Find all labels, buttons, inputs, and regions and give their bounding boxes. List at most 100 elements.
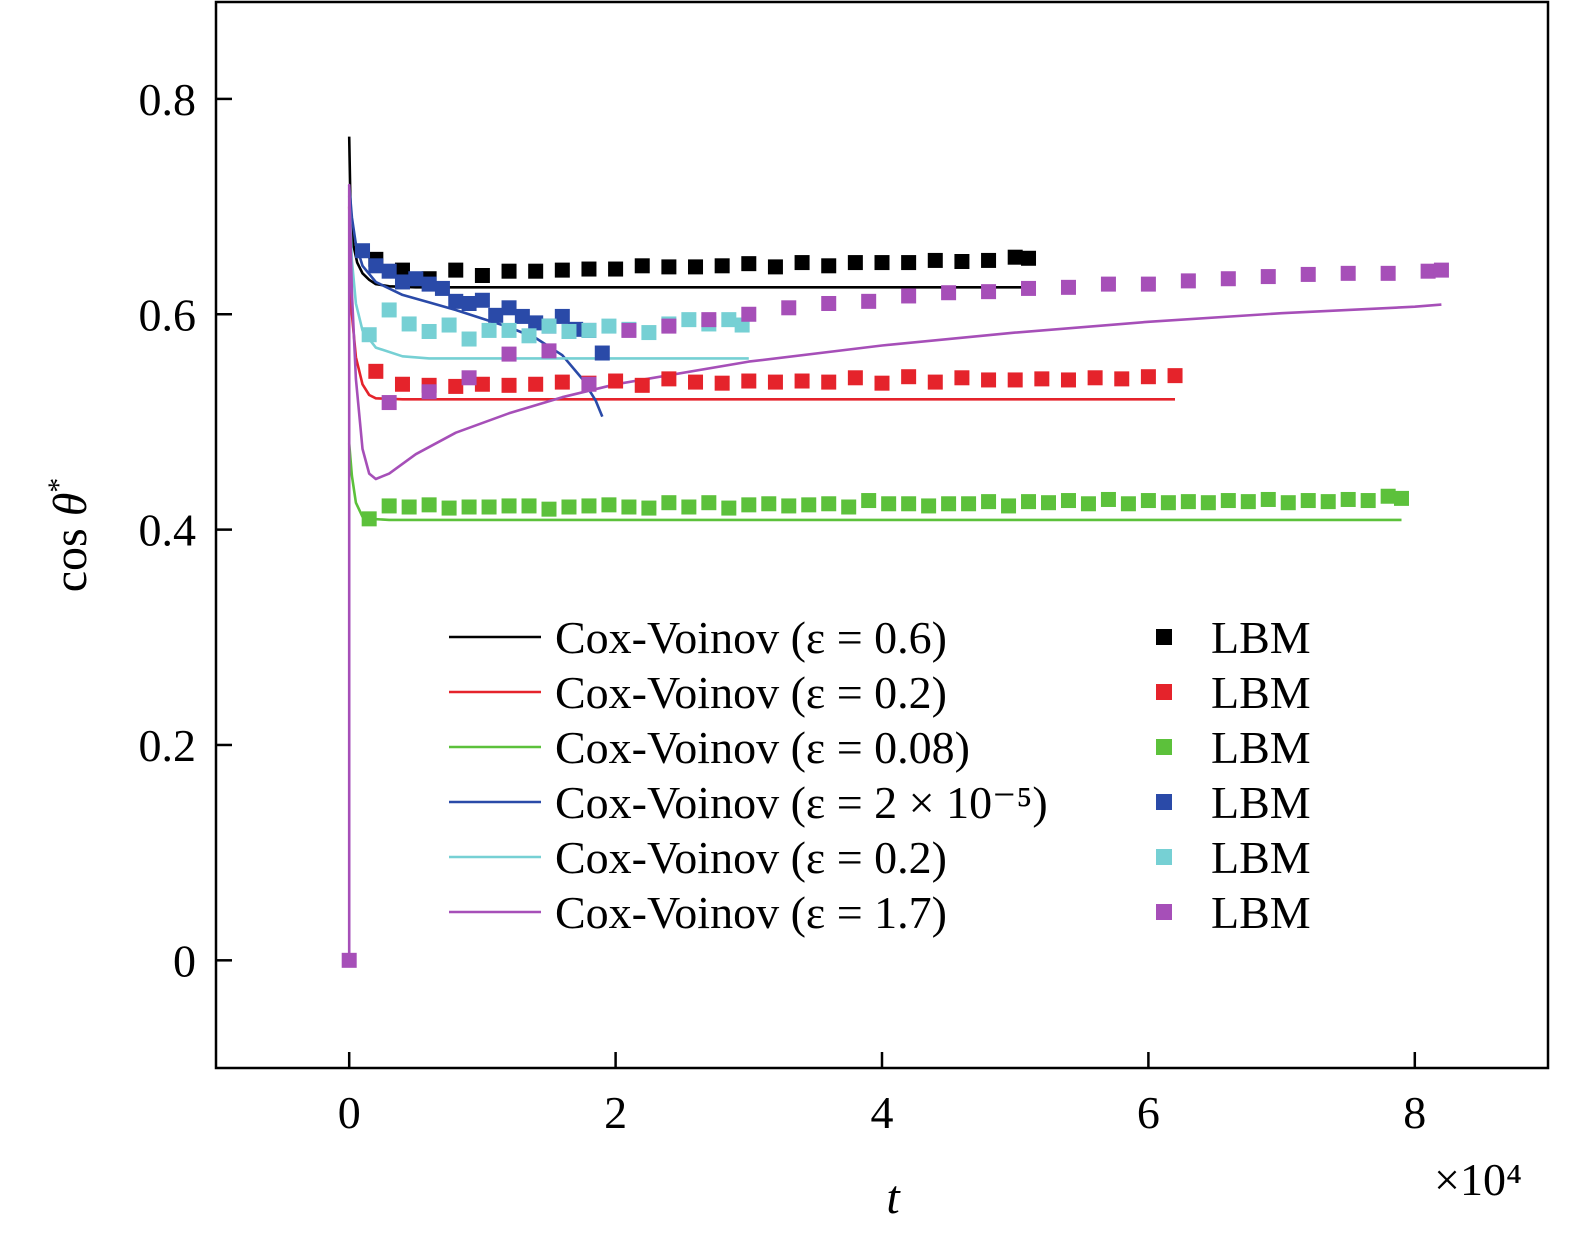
series-1-marker (474, 267, 490, 283)
series-3-marker (521, 498, 537, 514)
series-5-marker (381, 302, 397, 318)
series-6-marker (741, 306, 757, 322)
series-2-marker (501, 377, 517, 393)
x-axis-ticks: 0 2 4 6 8 (338, 1052, 1426, 1138)
series-5-marker (361, 327, 377, 343)
series-2-marker (714, 375, 730, 391)
series-1-marker (528, 263, 544, 279)
series-5-marker (561, 323, 577, 339)
series-line-3 (347, 443, 1402, 522)
series-1-marker (927, 252, 943, 268)
legend-marker-swatch (1156, 904, 1172, 920)
legend-marker-label: LBM (1211, 722, 1311, 773)
series-3-marker (621, 499, 637, 515)
series-3-marker (901, 496, 917, 512)
series-4-marker (355, 243, 371, 259)
series-6-marker (541, 343, 557, 359)
series-3-marker (781, 498, 797, 514)
series-1-marker (394, 262, 410, 278)
series-3-marker (761, 496, 777, 512)
series-3-marker (1200, 495, 1216, 511)
series-6-marker (1340, 265, 1356, 281)
series-3-marker (361, 511, 377, 527)
series-1-marker (608, 261, 624, 277)
series-1-marker (741, 256, 757, 272)
series-5-marker (481, 322, 497, 338)
series-3-marker (981, 494, 997, 510)
series-3-marker (581, 498, 597, 514)
series-6-marker (1140, 276, 1156, 292)
series-3-marker (1021, 494, 1037, 510)
series-6-marker (821, 295, 837, 311)
series-6-marker (1220, 271, 1236, 287)
series-2-marker (1034, 371, 1050, 387)
series-6-marker (1380, 265, 1396, 281)
series-2-marker (634, 377, 650, 393)
series-3-marker (841, 499, 857, 515)
series-2-marker (741, 373, 757, 389)
series-2-marker (901, 369, 917, 385)
x-axis-label: t (886, 1171, 901, 1224)
series-1-marker (981, 252, 997, 268)
series-line-5 (347, 195, 749, 360)
series-3-marker (1380, 488, 1396, 504)
series-1-marker (874, 255, 890, 271)
series-6-marker (701, 312, 717, 328)
series-6-marker (1300, 266, 1316, 282)
x-tick-label: 2 (604, 1087, 627, 1138)
legend-marker-swatch (1156, 629, 1172, 645)
series-3-marker (461, 499, 477, 515)
series-2-marker (661, 371, 677, 387)
series-6-marker (1420, 263, 1436, 279)
series-1-marker (501, 263, 517, 279)
series-1-marker (688, 259, 704, 275)
series-1-marker (821, 258, 837, 274)
series-3-marker (1280, 495, 1296, 511)
legend-line-label: Cox-Voinov (ε = 0.2) (555, 832, 947, 883)
series-3-marker (501, 498, 517, 514)
series-2-marker (847, 370, 863, 386)
series-3-marker (1080, 496, 1096, 512)
y-axis-ticks: 0 0.2 0.4 0.6 0.8 (139, 74, 232, 986)
series-3-marker (1180, 494, 1196, 510)
legend-line-label: Cox-Voinov (ε = 1.7) (555, 887, 947, 938)
legend-marker-label: LBM (1211, 832, 1311, 883)
series-3-marker (541, 501, 557, 517)
series-1-marker (714, 258, 730, 274)
series-3-marker (961, 496, 977, 512)
series-2-marker (954, 370, 970, 386)
series-1-marker (794, 255, 810, 271)
series-4-marker (594, 345, 610, 361)
series-2-marker (1060, 372, 1076, 388)
series-curves (347, 136, 1442, 961)
series-3-marker (401, 499, 417, 515)
series-4-marker (514, 308, 530, 324)
x-tick-label: 8 (1403, 1087, 1426, 1138)
series-3-marker (741, 497, 757, 513)
series-3-marker (1300, 493, 1316, 509)
series-2-marker (1167, 368, 1183, 384)
series-2-marker (927, 374, 943, 390)
series-6-marker (901, 288, 917, 304)
series-5-marker (401, 316, 417, 332)
series-2-marker (608, 373, 624, 389)
series-4-marker (554, 308, 570, 324)
series-4-marker (394, 274, 410, 290)
series-5-marker (581, 322, 597, 338)
legend-line-label: Cox-Voinov (ε = 0.08) (555, 722, 970, 773)
series-3-marker (381, 498, 397, 514)
legend-marker-label: LBM (1211, 777, 1311, 828)
series-3-marker (1220, 493, 1236, 509)
legend-marker-swatch (1156, 684, 1172, 700)
series-6-marker (381, 395, 397, 411)
series-2-marker (394, 376, 410, 392)
series-1-marker (661, 259, 677, 275)
series-3-marker (1160, 495, 1176, 511)
series-1-marker (448, 262, 464, 278)
series-1-marker (554, 262, 570, 278)
series-5-marker (421, 323, 437, 339)
series-3-marker (601, 497, 617, 513)
legend-marker-label: LBM (1211, 612, 1311, 663)
series-4-marker (501, 300, 517, 316)
